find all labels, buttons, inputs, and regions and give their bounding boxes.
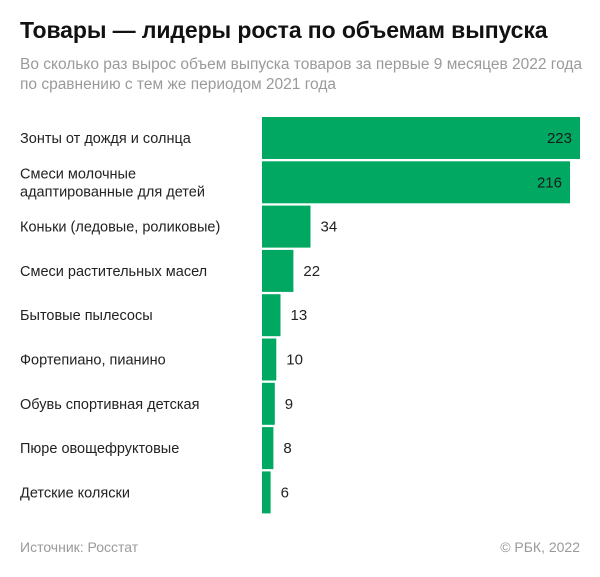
value-label: 8: [283, 440, 291, 457]
value-label: 216: [537, 174, 562, 191]
bar: [262, 117, 580, 159]
category-label: Детские коляски: [20, 485, 130, 501]
bar-row: Смеси растительных масел 22: [20, 249, 320, 292]
value-label: 34: [321, 219, 338, 236]
bar: [262, 382, 275, 425]
source-note: Источник: Росстат: [20, 539, 139, 555]
chart-title: Товары — лидеры роста по объемам выпуска: [20, 17, 548, 43]
bar-row: Пюре овощефруктовые 8: [20, 427, 292, 470]
bar: [262, 249, 294, 292]
value-label: 6: [281, 484, 289, 501]
value-label: 223: [547, 130, 572, 147]
bar-row: Детские коляски 6: [20, 471, 289, 514]
category-label: Бытовые пылесосы: [20, 308, 153, 324]
category-label: Коньки (ледовые, роликовые): [20, 220, 220, 236]
bar-row: Фортепиано, пианино 10: [20, 338, 303, 381]
category-label: Смеси растительных масел: [20, 264, 207, 280]
value-label: 13: [291, 307, 308, 324]
category-label: Фортепиано, пианино: [20, 353, 166, 369]
category-label: Пюре овощефруктовые: [20, 441, 179, 457]
bar-row: Смеси молочные адаптированные для детей 21…: [20, 161, 570, 204]
category-label: Зонты от дождя и солнца: [20, 131, 192, 147]
category-label: Обувь спортивная детская: [20, 397, 199, 413]
bar: [262, 294, 281, 337]
category-label: Смеси молочные адаптированные для детей: [20, 166, 205, 200]
bar-row: Коньки (ледовые, роликовые) 34: [20, 205, 338, 248]
bar-row: Обувь спортивная детская 9: [20, 382, 293, 425]
bar-row: Бытовые пылесосы 13: [20, 294, 308, 337]
chart-subtitle: Во сколько раз вырос объем выпуска товар…: [20, 56, 583, 93]
bar: [262, 161, 570, 204]
bar: [262, 338, 277, 381]
bar: [262, 427, 274, 470]
copyright-note: © РБК, 2022: [500, 539, 580, 555]
bar: [262, 471, 271, 514]
bar-row: Зонты от дождя и солнца 223: [20, 117, 580, 159]
value-label: 10: [286, 352, 303, 369]
value-label: 22: [303, 263, 320, 280]
value-label: 9: [285, 396, 293, 413]
bar: [262, 205, 311, 248]
